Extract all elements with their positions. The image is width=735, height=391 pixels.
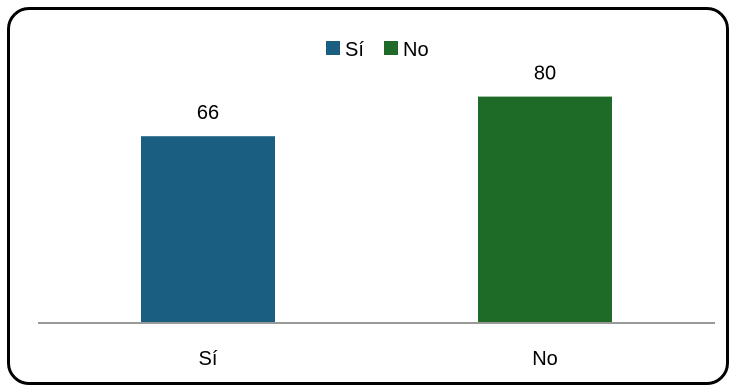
legend-label-si: Sí [345,39,364,61]
legend-swatch-si [326,41,340,55]
legend-label-no: No [403,39,429,61]
bar-1 [478,96,612,323]
legend: Sí No [326,39,429,61]
category-label-1: No [532,348,558,370]
data-label-1: 80 [534,63,556,85]
legend-swatch-no [384,41,398,55]
bars-group [141,96,612,323]
category-label-0: Sí [199,348,218,370]
data-label-0: 66 [197,102,219,124]
labels-group: 66 Sí 80 No [197,63,558,370]
bar-0 [141,136,275,323]
